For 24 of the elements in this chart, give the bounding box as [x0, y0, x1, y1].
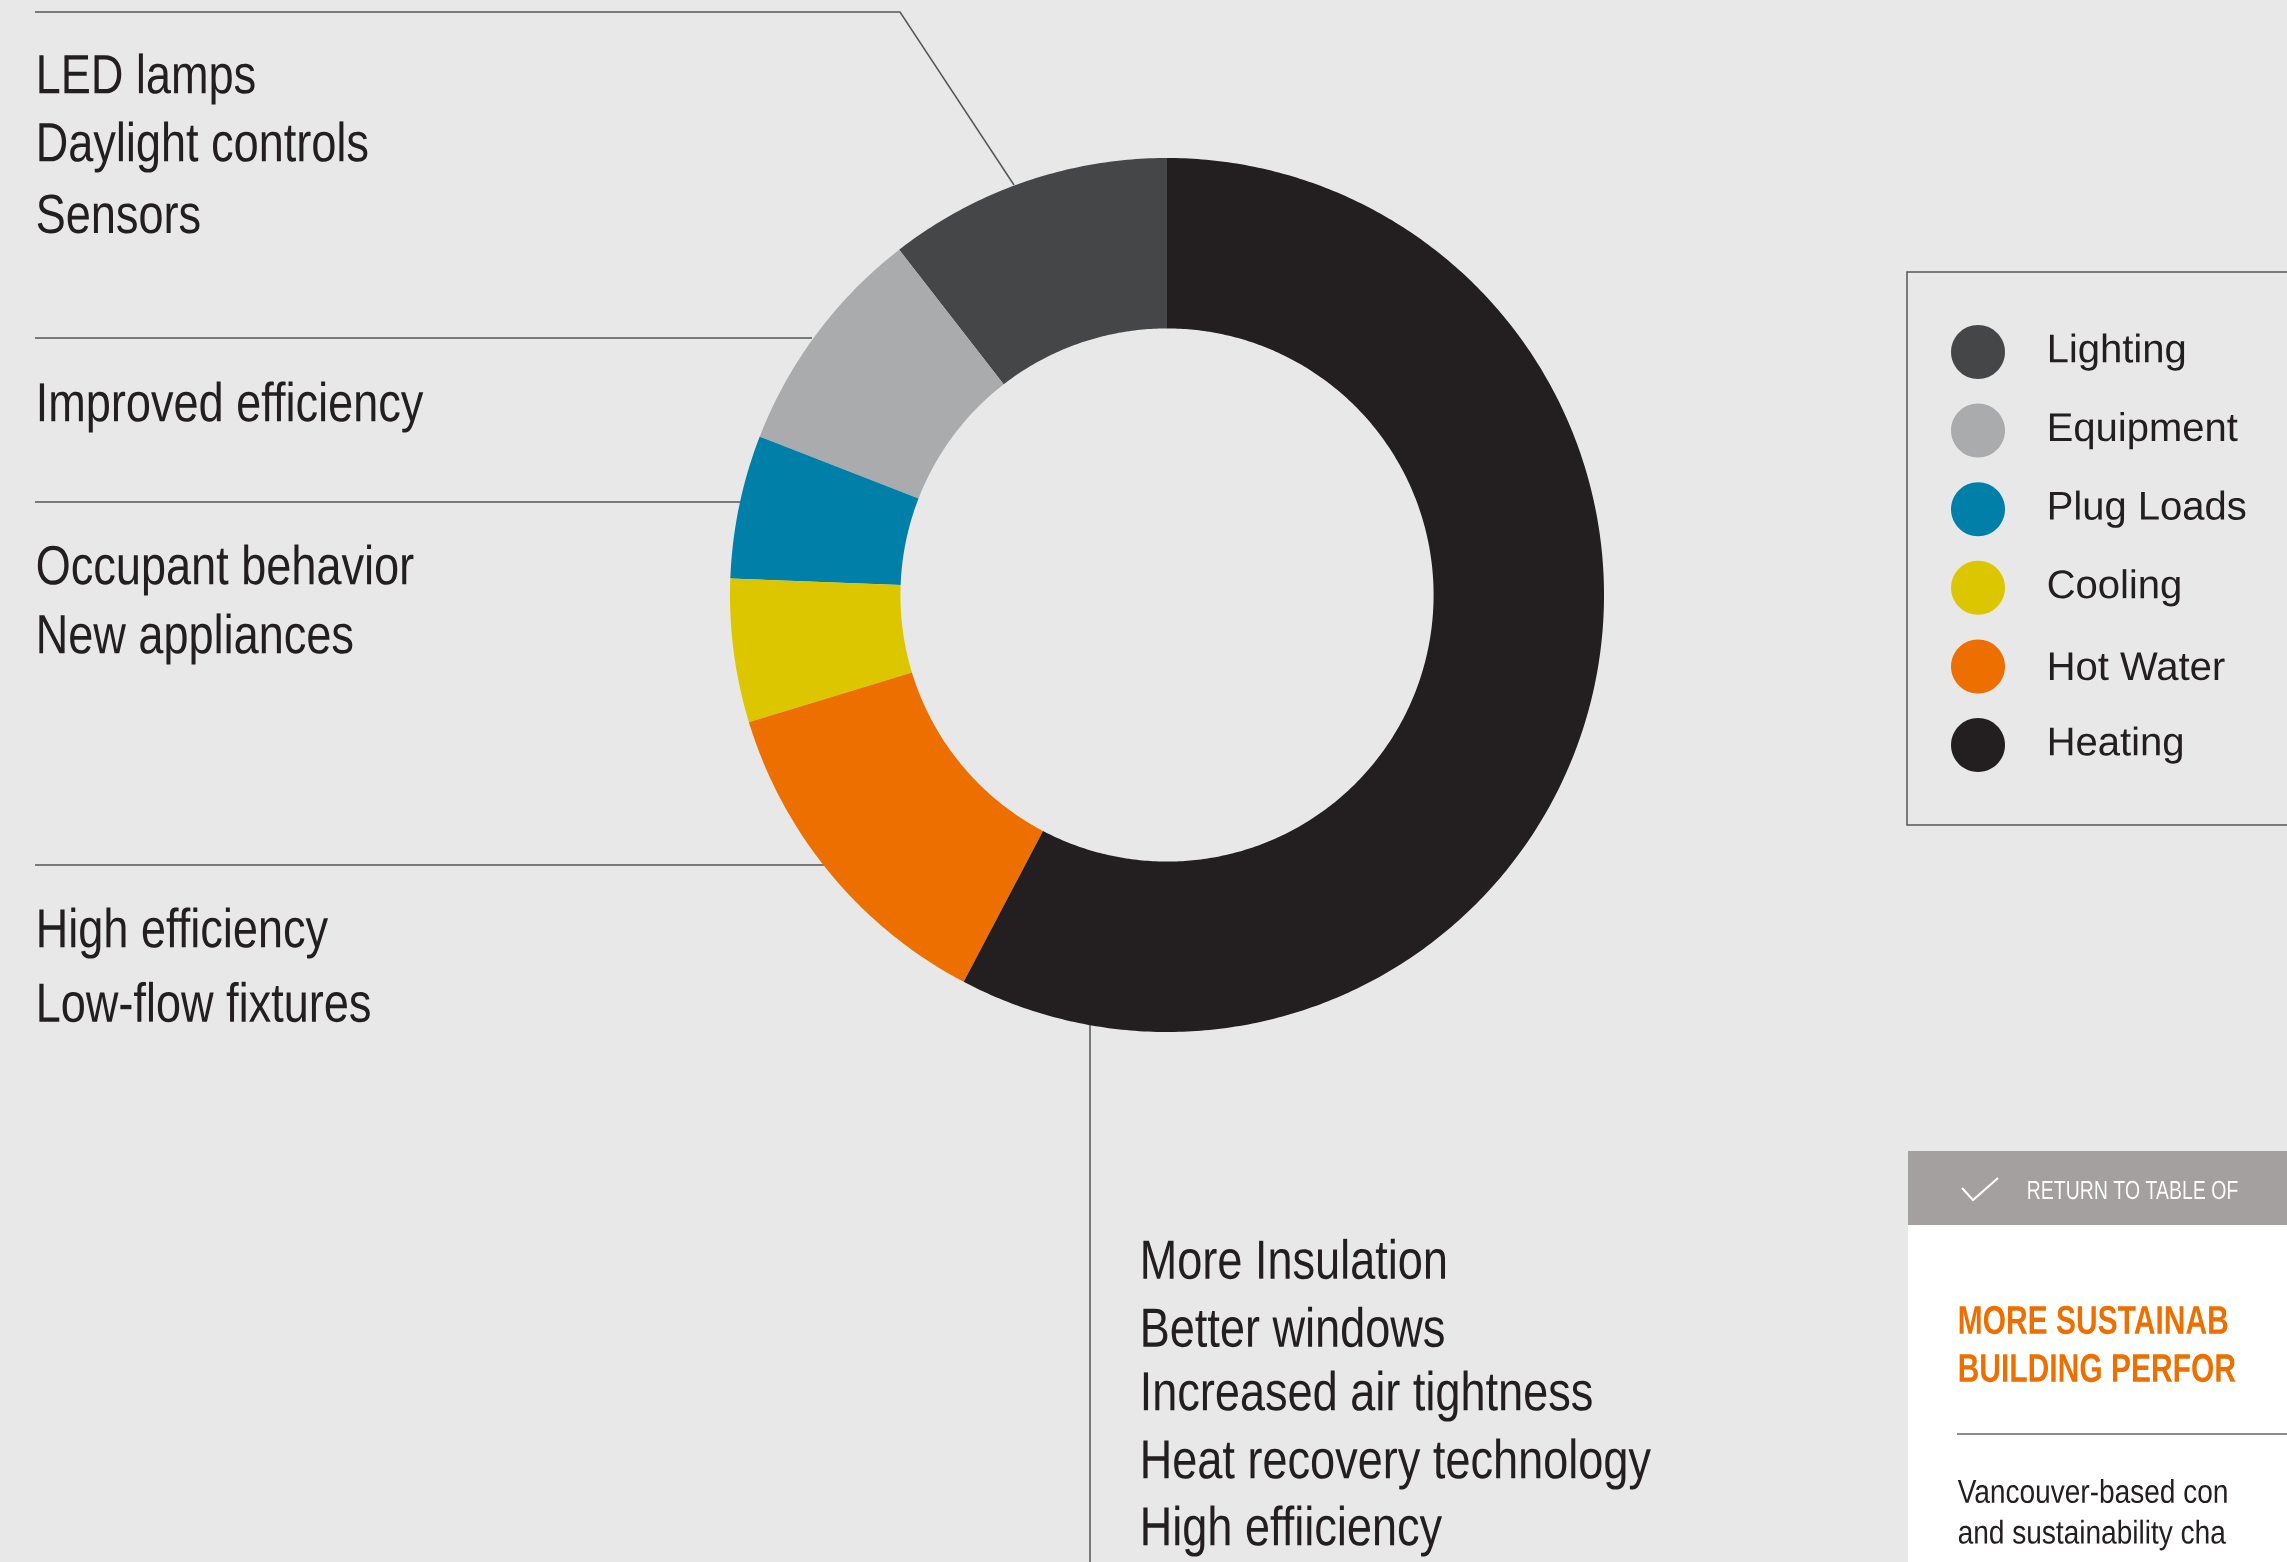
text: Daylight controls — [39, 121, 368, 173]
text: New appliances — [39, 613, 353, 665]
text: More Insulation — [1143, 1238, 1446, 1280]
text: Occupant behavior — [37, 544, 414, 596]
text: Vancouver-based con — [1957, 1478, 2227, 1504]
legend-label: Hot Water — [2049, 652, 2225, 681]
text: High effiiciency — [1143, 1505, 1443, 1557]
legend-label: Plug Loads — [2049, 490, 2246, 528]
legend-label: Cooling — [2048, 569, 2180, 607]
legend-label: Lighting — [2049, 333, 2185, 371]
text: Low-flow fixtures — [39, 981, 370, 1023]
text: High efficiency — [39, 907, 329, 959]
text: Increased air tightness — [1143, 1370, 1592, 1422]
text: BUILDING PERFOR — [1959, 1353, 2236, 1383]
text: Heat recovery technology — [1143, 1438, 1651, 1490]
text: RETURN TO TABLE OF — [2028, 1180, 2238, 1200]
legend-label: Heating — [2049, 726, 2182, 764]
text: MORE SUSTAINAB — [1959, 1305, 2228, 1335]
legend-label: Equipment — [2049, 411, 2238, 450]
text: Better windows — [1143, 1306, 1444, 1348]
text: and sustainability cha — [1958, 1519, 2226, 1551]
text: LED lamps — [39, 53, 255, 105]
text: Sensors — [37, 194, 200, 234]
text: Improved efficiency — [39, 381, 424, 433]
